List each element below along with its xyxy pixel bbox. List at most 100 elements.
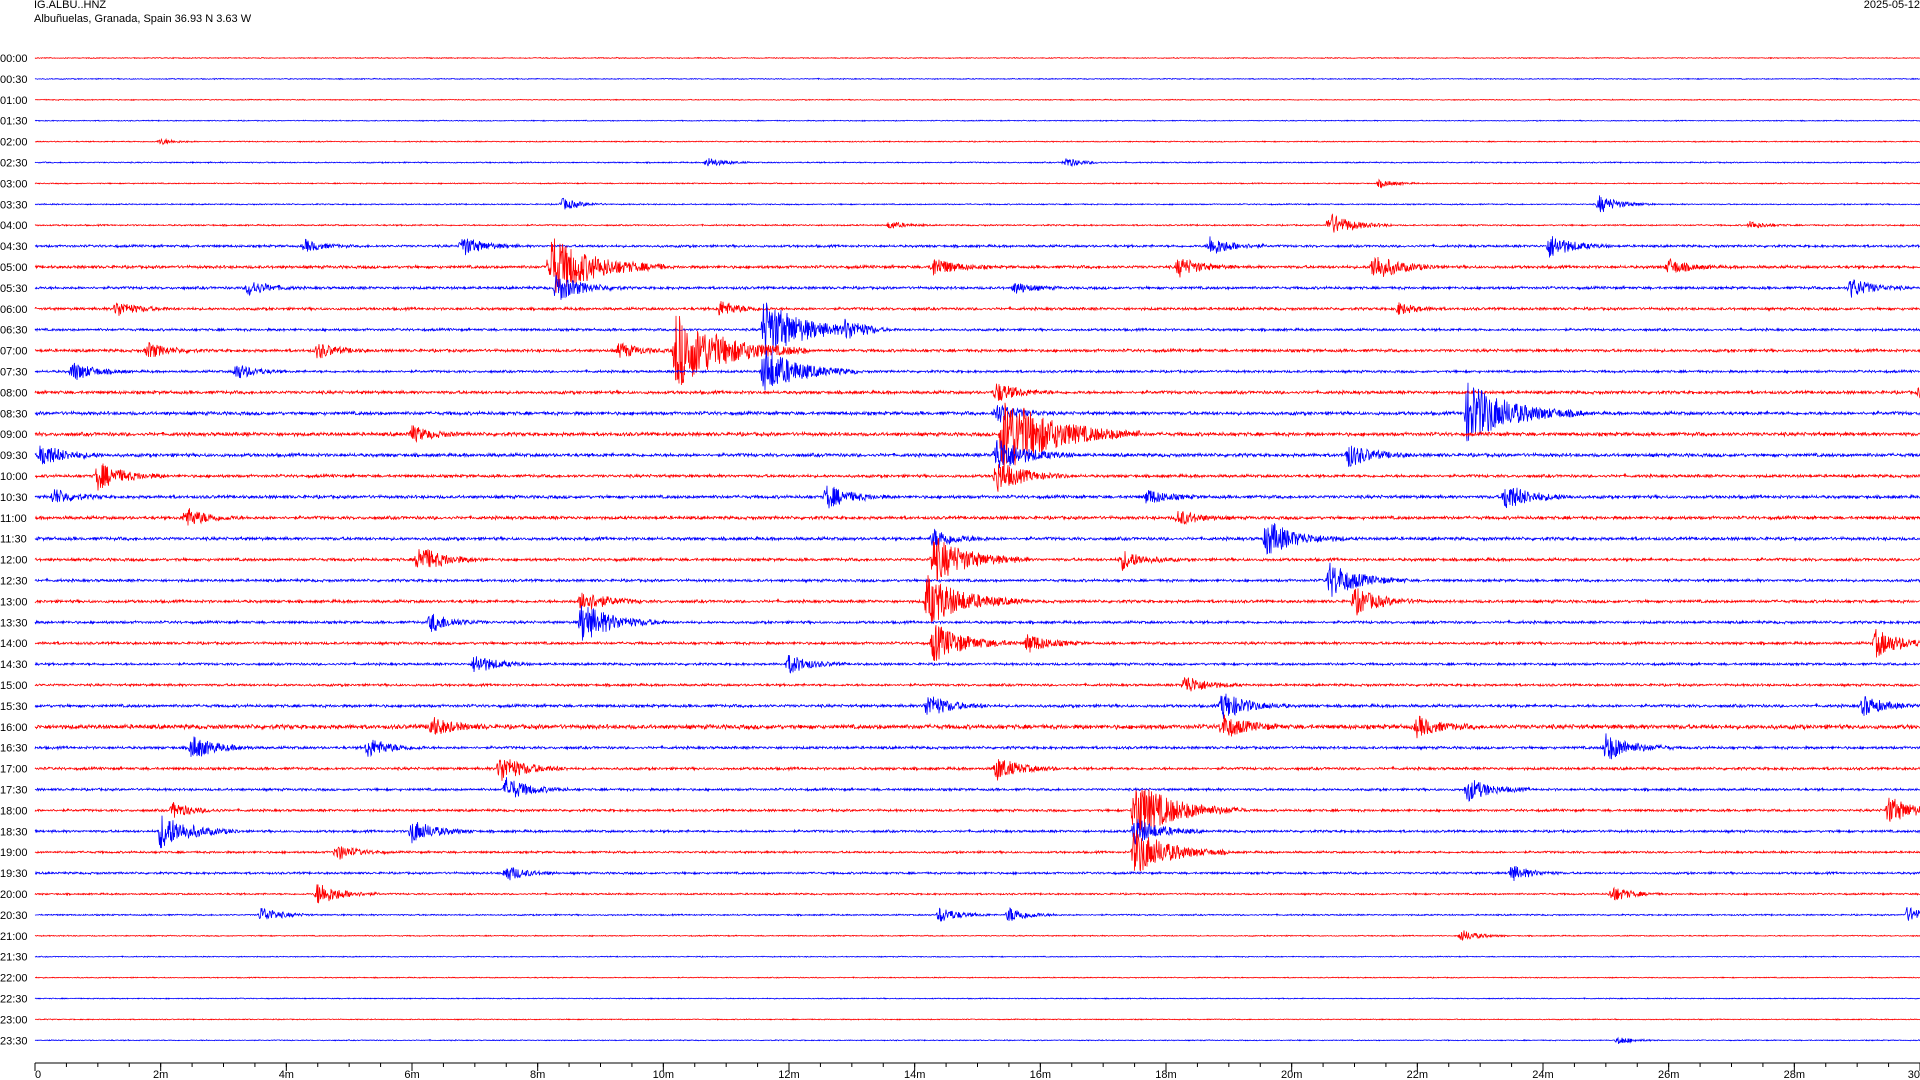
row-time-label: 14:30 <box>0 659 28 671</box>
trace-row-2030 <box>34 907 1920 922</box>
trace-row-0930 <box>34 440 1920 469</box>
row-time-label: 07:30 <box>0 367 28 379</box>
row-time-label: 05:30 <box>0 283 28 295</box>
row-time-label: 10:30 <box>0 492 28 504</box>
trace-row-2300 <box>35 1018 1920 1021</box>
station-location: Albuñuelas, Granada, Spain 36.93 N 3.63 … <box>34 13 252 25</box>
row-time-label: 23:30 <box>0 1035 28 1047</box>
x-tick-label: 22m <box>1407 1069 1428 1080</box>
row-time-label: 09:30 <box>0 450 28 462</box>
row-time-label: 12:00 <box>0 555 28 567</box>
trace-row-0600 <box>34 301 1920 316</box>
row-time-label: 02:00 <box>0 137 28 149</box>
trace-row-0530 <box>34 274 1920 300</box>
row-time-label: 13:30 <box>0 617 28 629</box>
x-axis: 0 2m 4m 6m 8m 10m 12m 14m 16m 18m 20m 22m 24m 26m 28m 3… <box>34 1062 1920 1080</box>
trace-row-1830 <box>34 815 1920 849</box>
row-time-label: 09:00 <box>0 429 28 441</box>
row-time-label: 20:30 <box>0 910 28 922</box>
x-tick-label: 2m <box>153 1069 168 1080</box>
row-time-label: 11:00 <box>0 513 27 525</box>
x-tick-label: 16m <box>1030 1069 1051 1080</box>
row-time-label: 22:00 <box>0 973 28 985</box>
trace-row-1630 <box>34 733 1920 760</box>
row-time-label: 21:30 <box>0 952 28 964</box>
row-time-label: 02:30 <box>0 158 28 170</box>
trace-row-0100 <box>34 98 1920 102</box>
trace-row-0230 <box>34 158 1920 168</box>
x-tick-label: 6m <box>404 1069 419 1080</box>
trace-row-1330 <box>34 605 1920 641</box>
trace-row-1130 <box>34 522 1920 555</box>
row-time-label: 20:00 <box>0 889 28 901</box>
trace-row-0800 <box>34 383 1920 401</box>
trace-row-1930 <box>35 865 1920 882</box>
trace-row-0730 <box>34 350 1920 391</box>
x-tick-label: 0 <box>35 1069 41 1080</box>
row-time-label: 08:30 <box>0 408 28 420</box>
row-labels: 00:00 00:30 01:00 01:30 02:00 02:30 03:00 03:30… <box>0 53 28 1047</box>
trace-row-0900 <box>34 402 1920 470</box>
x-tick-label: 30 <box>1908 1069 1920 1080</box>
row-time-label: 19:30 <box>0 868 28 880</box>
trace-row-0030 <box>34 77 1920 81</box>
trace-row-2000 <box>34 884 1920 904</box>
row-time-label: 00:30 <box>0 74 28 86</box>
trace-row-1800 <box>34 789 1920 837</box>
row-time-label: 06:00 <box>0 304 28 316</box>
row-time-label: 07:00 <box>0 346 28 358</box>
record-date: 2025-05-12 <box>1863 0 1920 11</box>
trace-row-1230 <box>34 562 1920 597</box>
row-time-label: 17:00 <box>0 764 28 776</box>
row-time-label: 16:30 <box>0 743 28 755</box>
trace-row-1100 <box>34 508 1920 526</box>
trace-row-1600 <box>34 714 1920 739</box>
trace-row-0430 <box>34 236 1920 258</box>
row-time-label: 11:30 <box>0 534 27 546</box>
row-time-label: 13:00 <box>0 596 28 608</box>
trace-row-0830 <box>34 382 1920 442</box>
trace-row-1400 <box>34 625 1920 662</box>
row-time-label: 12:30 <box>0 576 28 588</box>
trace-row-1030 <box>34 485 1920 509</box>
trace-row-1530 <box>34 693 1920 719</box>
trace-row-2330 <box>34 1036 1920 1045</box>
row-time-label: 22:30 <box>0 994 28 1006</box>
trace-row-1200 <box>34 537 1920 582</box>
row-time-label: 23:00 <box>0 1014 28 1026</box>
row-time-label: 21:00 <box>0 931 28 943</box>
row-time-label: 17:30 <box>0 785 28 797</box>
trace-row-1000 <box>34 463 1920 492</box>
x-tick-label: 20m <box>1281 1069 1302 1080</box>
x-tick-label: 14m <box>904 1069 925 1080</box>
x-tick-label: 18m <box>1155 1069 1176 1080</box>
x-tick-label: 24m <box>1532 1069 1553 1080</box>
row-time-label: 01:30 <box>0 116 28 128</box>
trace-row-0500 <box>34 238 1920 293</box>
trace-row-1730 <box>34 777 1920 802</box>
trace-row-0130 <box>34 119 1920 123</box>
trace-row-1900 <box>34 830 1920 872</box>
row-time-label: 04:00 <box>0 220 28 232</box>
row-time-label: 10:00 <box>0 471 28 483</box>
trace-row-1700 <box>34 759 1920 781</box>
trace-row-2200 <box>34 976 1920 980</box>
row-time-label: 00:00 <box>0 53 28 65</box>
row-time-label: 14:00 <box>0 638 28 650</box>
x-tick-label: 26m <box>1658 1069 1679 1080</box>
x-tick-label: 4m <box>279 1069 294 1080</box>
row-time-label: 06:30 <box>0 325 28 337</box>
trace-row-0700 <box>34 315 1920 386</box>
trace-row-1300 <box>34 575 1920 624</box>
seismic-traces <box>34 56 1920 1045</box>
trace-row-0330 <box>34 195 1920 213</box>
trace-row-2130 <box>34 955 1920 959</box>
trace-row-0000 <box>34 56 1920 60</box>
trace-row-1430 <box>34 654 1920 674</box>
trace-row-2100 <box>34 930 1920 941</box>
trace-row-0400 <box>34 213 1920 233</box>
x-tick-label: 12m <box>778 1069 799 1080</box>
trace-row-0200 <box>34 137 1920 146</box>
row-time-label: 08:00 <box>0 387 28 399</box>
